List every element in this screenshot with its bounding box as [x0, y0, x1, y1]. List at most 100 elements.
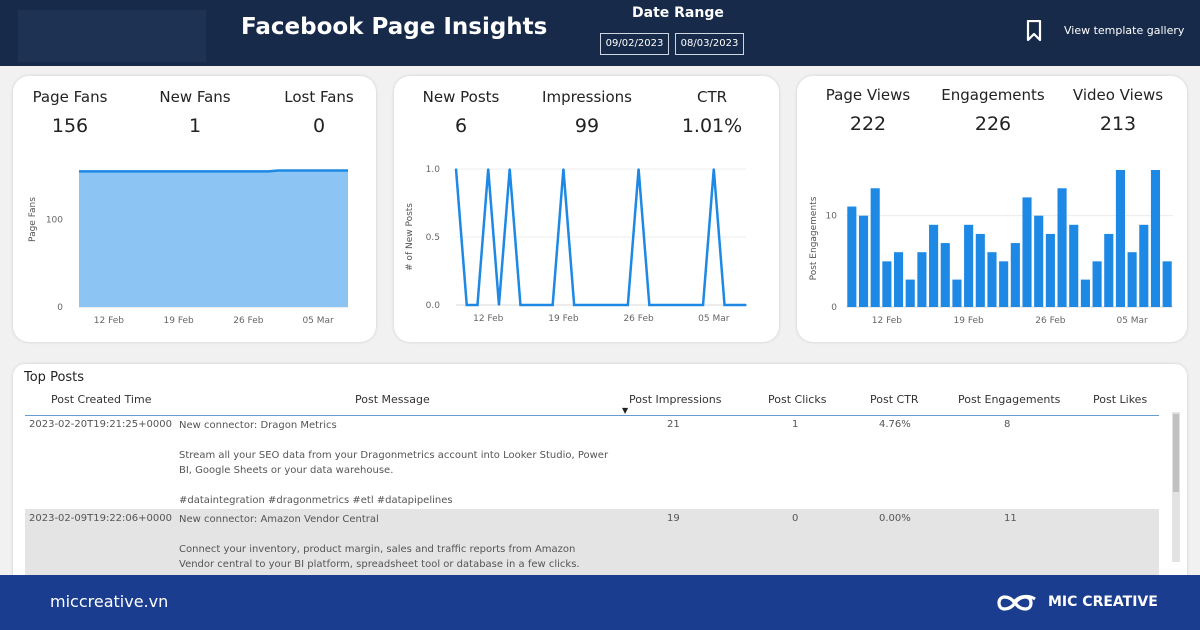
x-tick-label: 12 Feb — [94, 316, 125, 326]
kpi-label: New Posts — [422, 88, 500, 106]
cell-clicks: 1 — [792, 419, 799, 430]
message-line: #dataintegration #dragonmetrics #etl #da… — [179, 495, 453, 506]
data-point — [723, 304, 726, 306]
bar — [975, 233, 985, 307]
kpi-value: 156 — [51, 115, 89, 137]
date-end-field[interactable]: 08/03/2023 — [675, 33, 744, 55]
kpi-value: 222 — [849, 113, 887, 135]
cell-message: New connector: Amazon Vendor Central Con… — [179, 512, 609, 572]
bar — [1045, 233, 1055, 307]
y-tick-label: 0.5 — [426, 233, 440, 243]
bar — [940, 243, 950, 307]
kpi-engagements: Engagements 226 — [938, 86, 1048, 135]
post-engagements-chart: 0 10 Post Engagements 12 Feb 19 Feb 26 Feb 05 … — [809, 170, 1173, 326]
y-axis-label: Page Fans — [28, 197, 38, 242]
bar — [1162, 261, 1172, 307]
kpi-value: 226 — [974, 113, 1012, 135]
kpi-video-views: Video Views 213 — [1063, 86, 1173, 135]
kpi-page-views: Page Views 222 — [813, 86, 923, 135]
data-point — [659, 304, 661, 306]
kpi-label: Video Views — [1072, 86, 1164, 104]
col-post-engagements[interactable]: Post Engagements — [958, 393, 1061, 406]
view-template-gallery-link[interactable]: View template gallery — [1064, 24, 1185, 37]
message-line: New connector: Dragon Metrics — [179, 420, 337, 431]
bar — [929, 224, 939, 307]
footer-bar: miccreative.vn MIC CREATIVE — [0, 575, 1200, 630]
data-point — [584, 304, 586, 306]
bookmark-icon[interactable] — [1026, 20, 1042, 42]
y-tick-label: 0 — [57, 303, 63, 313]
col-post-clicks[interactable]: Post Clicks — [768, 393, 827, 406]
report-logo-placeholder — [18, 10, 206, 62]
table-row[interactable]: 2023-02-09T19:22:06+0000 New connector: … — [25, 509, 1159, 579]
data-point — [594, 304, 597, 306]
col-post-ctr[interactable]: Post CTR — [870, 393, 919, 406]
col-post-created-time[interactable]: Post Created Time — [51, 393, 152, 406]
data-point — [627, 304, 629, 306]
x-tick-label: 12 Feb — [872, 316, 903, 326]
cell-time: 2023-02-09T19:22:06+0000 — [29, 513, 172, 524]
kpi-value: 1 — [188, 115, 202, 137]
data-point — [605, 304, 608, 306]
scrollbar-thumb[interactable] — [1173, 414, 1179, 492]
kpi-label: CTR — [696, 88, 728, 106]
bar — [964, 224, 974, 307]
sort-desc-icon[interactable]: ▼ — [622, 406, 629, 415]
kpi-value: 1.01% — [681, 115, 743, 137]
kpi-label: Engagements — [941, 86, 1045, 104]
y-tick-label: 1.0 — [426, 165, 441, 175]
cell-impressions: 21 — [667, 419, 680, 430]
cell-clicks: 0 — [792, 513, 799, 524]
bar — [1139, 224, 1149, 307]
y-tick-label: 0 — [831, 303, 837, 313]
footer-site[interactable]: miccreative.vn — [50, 592, 169, 611]
cell-ctr: 0.00% — [879, 513, 911, 524]
bar — [1057, 188, 1067, 307]
table-header: Post Created Time Post Message Post Impr… — [25, 392, 1159, 416]
kpi-label: New Fans — [159, 88, 231, 106]
data-point — [734, 304, 737, 306]
message-line: New connector: Amazon Vendor Central — [179, 514, 379, 525]
cell-engagements: 11 — [1004, 513, 1017, 524]
data-point — [573, 304, 575, 306]
y-tick-label: 100 — [46, 216, 63, 226]
bar — [1127, 252, 1137, 307]
fans-card: Page Fans 156 New Fans 1 Lost Fans 0 0 10… — [13, 76, 376, 342]
y-tick-label: 10 — [826, 212, 838, 222]
x-tick-label: 19 Feb — [164, 316, 195, 326]
data-point — [551, 304, 554, 306]
cell-message: New connector: Dragon Metrics Stream all… — [179, 418, 609, 508]
col-post-likes[interactable]: Post Likes — [1093, 393, 1148, 406]
kpi-label: Impressions — [542, 88, 632, 106]
x-tick-label: 19 Feb — [954, 316, 985, 326]
date-range-label: Date Range — [632, 5, 724, 21]
data-point — [487, 168, 490, 170]
data-point — [648, 304, 651, 306]
data-point — [637, 168, 640, 170]
data-point — [616, 304, 618, 306]
x-tick-label: 26 Feb — [233, 316, 264, 326]
x-tick-label: 26 Feb — [1035, 316, 1066, 326]
area-fill — [79, 170, 348, 307]
data-point — [670, 304, 672, 306]
bar — [1010, 243, 1020, 307]
bar — [987, 252, 997, 307]
kpi-value: 6 — [454, 115, 468, 137]
bar — [870, 188, 880, 307]
data-point — [498, 304, 500, 306]
table-scrollbar[interactable] — [1172, 412, 1180, 562]
cell-engagements: 8 — [1004, 419, 1011, 430]
top-posts-title: Top Posts — [24, 370, 85, 385]
col-post-impressions[interactable]: Post Impressions — [629, 393, 722, 406]
col-post-message[interactable]: Post Message — [355, 393, 430, 406]
bar — [858, 215, 869, 307]
date-start-field[interactable]: 09/02/2023 — [600, 33, 669, 55]
y-axis-label: Post Engagements — [809, 196, 819, 280]
data-point — [519, 304, 522, 306]
bar — [1104, 233, 1114, 307]
bar — [999, 261, 1009, 307]
kpi-lost-fans: Lost Fans 0 — [264, 88, 374, 137]
table-row[interactable]: 2023-02-20T19:21:25+0000 New connector: … — [25, 417, 1159, 509]
bar — [1069, 224, 1079, 307]
infinity-logo-icon — [997, 594, 1036, 611]
